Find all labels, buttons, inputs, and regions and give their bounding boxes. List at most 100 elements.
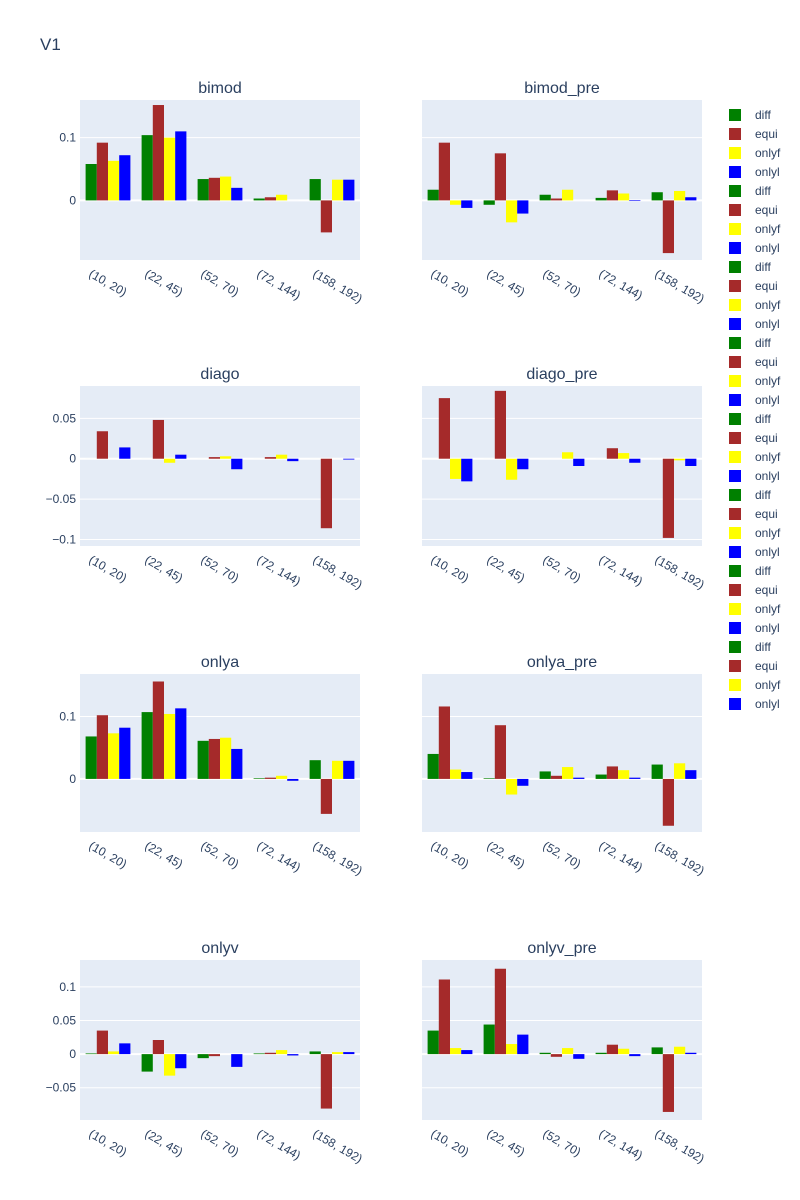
bar-diff[interactable] [85, 164, 97, 201]
bar-equi[interactable] [264, 1052, 276, 1055]
bar-equi[interactable] [494, 153, 506, 201]
legend-item-diff[interactable]: diff [729, 260, 771, 274]
bar-onlyl[interactable] [343, 1052, 355, 1055]
bar-onlyl[interactable] [231, 187, 243, 201]
bar-equi[interactable] [96, 142, 108, 201]
bar-onlyl[interactable] [231, 458, 243, 470]
bar-onlyl[interactable] [461, 1050, 473, 1055]
legend-item-diff[interactable]: diff [729, 108, 771, 122]
bar-diff[interactable] [651, 764, 663, 779]
legend-item-diff[interactable]: diff [729, 488, 771, 502]
bar-diff[interactable] [651, 192, 663, 201]
bar-diff[interactable] [197, 179, 209, 201]
legend-item-onlyf[interactable]: onlyf [729, 450, 781, 464]
bar-onlyf[interactable] [562, 452, 574, 459]
legend-item-equi[interactable]: equi [729, 127, 778, 141]
bar-onlyl[interactable] [517, 778, 529, 786]
bar-equi[interactable] [320, 778, 332, 814]
bar-equi[interactable] [550, 1054, 562, 1057]
bar-diff[interactable] [309, 179, 321, 201]
bar-equi[interactable] [320, 458, 332, 529]
legend-item-diff[interactable]: diff [729, 640, 771, 654]
bar-diff[interactable] [427, 1030, 439, 1055]
legend-item-diff[interactable]: diff [729, 336, 771, 350]
bar-onlyl[interactable] [175, 1054, 187, 1069]
bar-onlyl[interactable] [343, 760, 355, 779]
bar-onlyl[interactable] [287, 458, 299, 462]
bar-onlyl[interactable] [119, 727, 131, 779]
legend-item-onlyl[interactable]: onlyl [729, 697, 780, 711]
bar-equi[interactable] [494, 390, 506, 459]
bar-equi[interactable] [264, 457, 276, 459]
bar-onlyf[interactable] [674, 763, 686, 779]
bar-equi[interactable] [438, 398, 450, 459]
bar-diff[interactable] [141, 1054, 153, 1072]
bar-onlyl[interactable] [629, 458, 641, 463]
bar-diff[interactable] [595, 774, 607, 779]
bar-onlyf[interactable] [450, 200, 462, 205]
bar-onlyf[interactable] [618, 1048, 630, 1055]
bar-equi[interactable] [208, 1054, 220, 1057]
legend-item-onlyl[interactable]: onlyl [729, 469, 780, 483]
bar-diff[interactable] [309, 1051, 321, 1055]
bar-onlyl[interactable] [517, 1034, 529, 1055]
bar-onlyf[interactable] [220, 456, 232, 459]
bar-onlyl[interactable] [573, 777, 585, 779]
bar-onlyf[interactable] [164, 458, 176, 463]
bar-equi[interactable] [208, 177, 220, 201]
bar-onlyf[interactable] [506, 1044, 518, 1055]
bar-onlyl[interactable] [685, 770, 697, 779]
bar-onlyf[interactable] [108, 733, 120, 779]
bar-onlyl[interactable] [175, 131, 187, 201]
bar-onlyf[interactable] [506, 778, 518, 795]
bar-equi[interactable] [152, 681, 164, 779]
bar-equi[interactable] [438, 142, 450, 201]
bar-onlyf[interactable] [108, 160, 120, 201]
bar-diff[interactable] [253, 198, 265, 201]
legend[interactable]: diff equi onlyf onlyl diff equi onlyf onlyl diff… [729, 108, 781, 711]
bar-equi[interactable] [494, 968, 506, 1055]
bar-onlyl[interactable] [119, 447, 131, 459]
bar-equi[interactable] [606, 448, 618, 459]
bar-diff[interactable] [483, 778, 495, 779]
bar-onlyf[interactable] [450, 458, 462, 479]
bar-diff[interactable] [253, 778, 265, 779]
bar-diff[interactable] [483, 200, 495, 205]
bar-onlyl[interactable] [573, 1054, 585, 1059]
bar-diff[interactable] [651, 1047, 663, 1055]
bar-diff[interactable] [539, 771, 551, 779]
bar-onlyl[interactable] [231, 748, 243, 779]
bar-equi[interactable] [264, 777, 276, 779]
legend-item-equi[interactable]: equi [729, 659, 778, 673]
bar-onlyl[interactable] [175, 708, 187, 779]
bar-onlyf[interactable] [674, 1046, 686, 1055]
bar-onlyf[interactable] [276, 194, 288, 201]
bar-equi[interactable] [662, 200, 674, 254]
bar-diff[interactable] [141, 135, 153, 201]
bar-equi[interactable] [438, 979, 450, 1055]
bar-onlyf[interactable] [562, 1048, 574, 1055]
bar-equi[interactable] [550, 198, 562, 201]
bar-diff[interactable] [595, 1052, 607, 1055]
bar-equi[interactable] [320, 1054, 332, 1109]
bar-equi[interactable] [264, 197, 276, 201]
bar-onlyf[interactable] [276, 1050, 288, 1055]
bar-diff[interactable] [141, 712, 153, 779]
bar-onlyf[interactable] [220, 176, 232, 201]
bar-onlyf[interactable] [450, 769, 462, 779]
bar-onlyl[interactable] [119, 155, 131, 201]
legend-item-onlyf[interactable]: onlyf [729, 146, 781, 160]
bar-equi[interactable] [550, 775, 562, 779]
bar-onlyl[interactable] [685, 458, 697, 466]
bar-onlyl[interactable] [287, 778, 299, 781]
legend-item-onlyf[interactable]: onlyf [729, 222, 781, 236]
bar-diff[interactable] [309, 760, 321, 779]
bar-onlyl[interactable] [629, 1054, 641, 1057]
bar-onlyf[interactable] [562, 767, 574, 779]
bar-diff[interactable] [85, 736, 97, 779]
bar-equi[interactable] [662, 778, 674, 826]
bar-equi[interactable] [662, 1054, 674, 1112]
legend-item-diff[interactable]: diff [729, 412, 771, 426]
bar-diff[interactable] [539, 1052, 551, 1055]
bar-onlyl[interactable] [175, 454, 187, 459]
